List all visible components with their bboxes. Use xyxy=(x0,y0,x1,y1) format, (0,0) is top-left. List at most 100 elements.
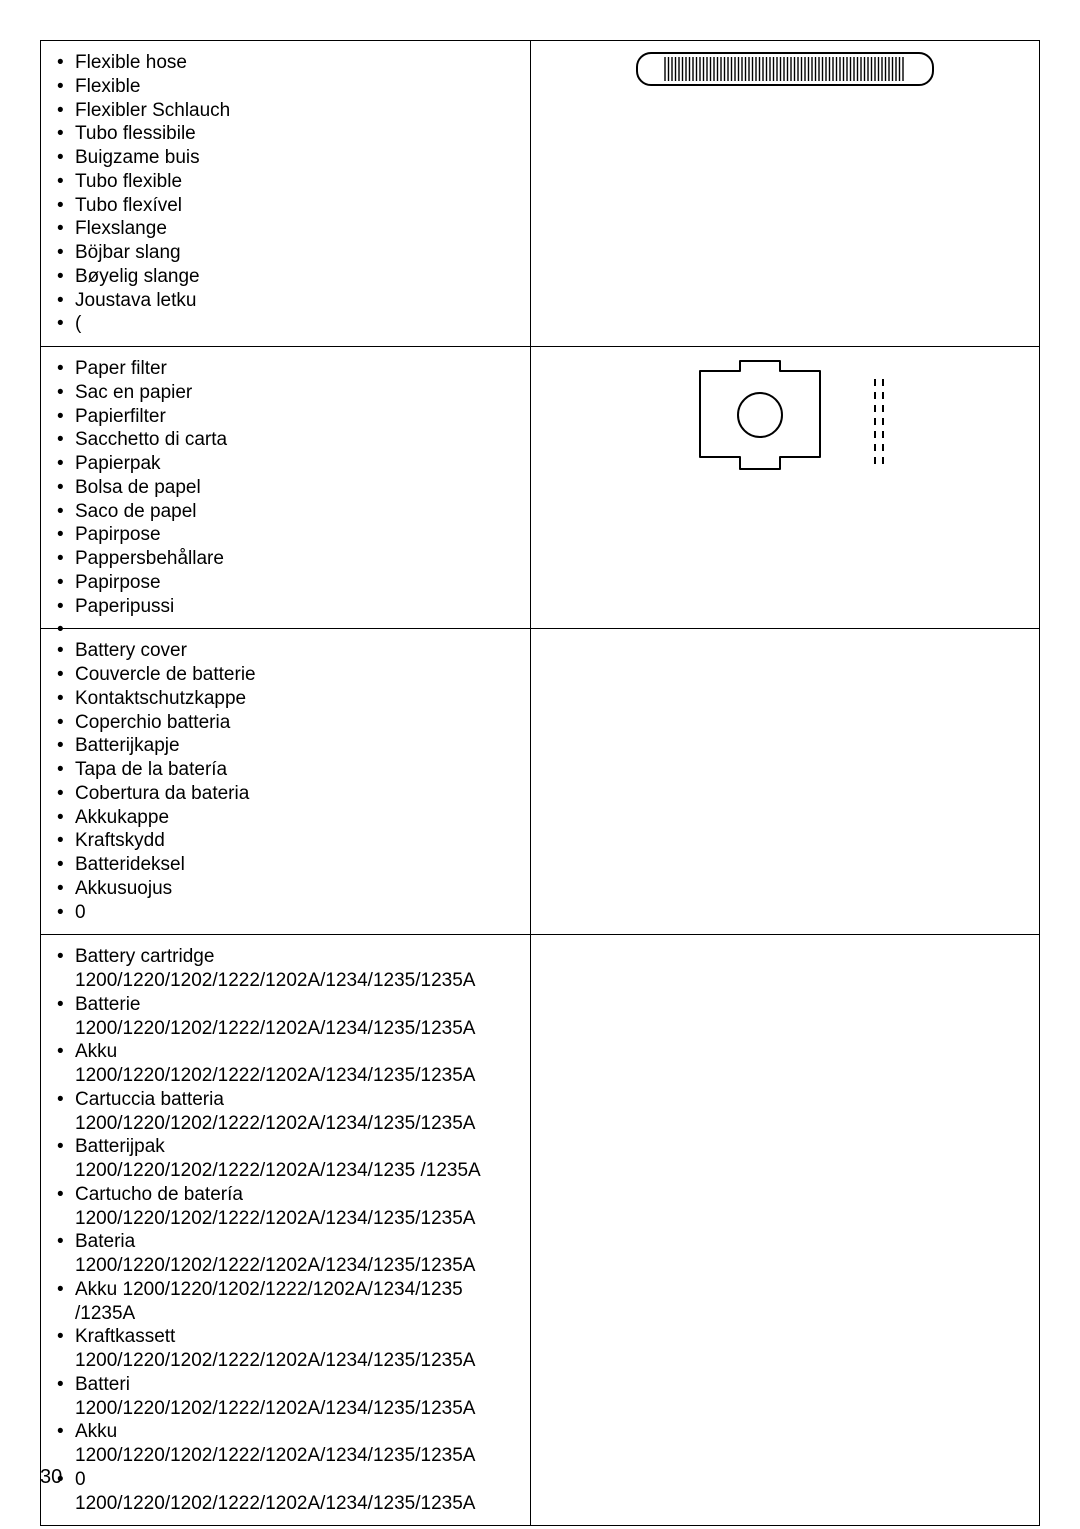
list-item: Saco de papel xyxy=(57,500,518,524)
item-label: Akku 1200/1220/1202/1222/1202A/1234/1235… xyxy=(75,1279,463,1324)
page: Flexible hoseFlexibleFlexibler SchlauchT… xyxy=(0,0,1080,1529)
list-item: Bøyelig slange xyxy=(57,265,518,289)
item-label: Böjbar slang xyxy=(75,242,181,263)
list-item: Batterijpak1200/1220/1202/1222/1202A/123… xyxy=(57,1135,518,1183)
item-label: Flexslange xyxy=(75,218,167,239)
item-label: Bolsa de papel xyxy=(75,477,201,498)
list-item: 01200/1220/1202/1222/1202A/1234/1235/123… xyxy=(57,1468,518,1516)
list-item: 0 xyxy=(57,901,518,925)
list-item: Cartucho de batería1200/1220/1202/1222/1… xyxy=(57,1183,518,1231)
diagram-cell xyxy=(530,41,1040,347)
item-label: Flexible xyxy=(75,76,140,97)
parts-table-body: Flexible hoseFlexibleFlexibler SchlauchT… xyxy=(41,41,1040,1526)
item-label: Tapa de la batería xyxy=(75,759,227,780)
item-label: Saco de papel xyxy=(75,501,197,522)
item-label: Papierpak xyxy=(75,453,161,474)
item-label: Tubo flessibile xyxy=(75,123,196,144)
item-label: Batterie xyxy=(75,994,140,1015)
item-label: Paperipussi xyxy=(75,596,174,617)
list-item: Papierfilter xyxy=(57,405,518,429)
diagram-cell xyxy=(530,629,1040,935)
item-label: Akku 1200/1220/1202/1222/1202A/1234/1235… xyxy=(75,1421,475,1466)
list-item: Papirpose xyxy=(57,523,518,547)
item-subline: 1200/1220/1202/1222/1202A/1234/1235/1235… xyxy=(75,1492,518,1516)
list-item: Paper filter xyxy=(57,357,518,381)
item-subline: 1200/1220/1202/1222/1202A/1234/1235/1235… xyxy=(75,1207,518,1231)
item-label: Kontaktschutzkappe xyxy=(75,688,246,709)
list-item: Tapa de la batería xyxy=(57,758,518,782)
list-item: Joustava letku xyxy=(57,289,518,313)
table-row: Battery cover Couvercle de batterie Kontak… xyxy=(41,629,1040,935)
list-item: Tubo flexível xyxy=(57,194,518,218)
list-item: Buigzame buis xyxy=(57,146,518,170)
item-label: Batterijpak xyxy=(75,1136,165,1157)
list-item: Kraftskydd xyxy=(57,829,518,853)
list-item: Tubo flessibile xyxy=(57,122,518,146)
list-item: Batterideksel xyxy=(57,853,518,877)
item-label: Cobertura da bateria xyxy=(75,783,249,804)
item-label: Papirpose xyxy=(75,524,161,545)
list-item: Akkusuojus xyxy=(57,877,518,901)
item-label: Bøyelig slange xyxy=(75,266,200,287)
item-label: Couvercle de batterie xyxy=(75,664,256,685)
item-label: Paper filter xyxy=(75,358,167,379)
table-row: Paper filterSac en papierPapierfilterSac… xyxy=(41,347,1040,629)
item-label: Sacchetto di carta xyxy=(75,429,227,450)
labels-cell: Battery cover Couvercle de batterie Kontak… xyxy=(41,629,531,935)
item-label: Tubo flexível xyxy=(75,195,182,216)
item-label: Akkukappe xyxy=(75,807,169,828)
item-label: Batterideksel xyxy=(75,854,185,875)
hose-icon xyxy=(635,51,935,87)
list-item: Böjbar slang xyxy=(57,241,518,265)
item-label: Batterijkapje xyxy=(75,735,180,756)
item-label: Flexibler Schlauch xyxy=(75,100,230,121)
list-item: Cartuccia batteria1200/1220/1202/1222/12… xyxy=(57,1088,518,1136)
item-label: Akkusuojus xyxy=(75,878,172,899)
list-item: Akku 1200/1220/1202/1222/1202A/1234/1235… xyxy=(57,1420,518,1468)
item-label: Cartucho de batería xyxy=(75,1184,243,1205)
table-row: Flexible hoseFlexibleFlexibler SchlauchT… xyxy=(41,41,1040,347)
list-item: Batterie1200/1220/1202/1222/1202A/1234/1… xyxy=(57,993,518,1041)
label-list: Flexible hoseFlexibleFlexibler SchlauchT… xyxy=(53,51,518,336)
item-subline: 1200/1220/1202/1222/1202A/1234/1235/1235… xyxy=(75,1397,518,1421)
item-label: Flexible hose xyxy=(75,52,187,73)
item-label: Papierfilter xyxy=(75,406,166,427)
label-list: Paper filterSac en papierPapierfilterSac… xyxy=(53,357,518,618)
list-item: Bolsa de papel xyxy=(57,476,518,500)
list-item: Sacchetto di carta xyxy=(57,428,518,452)
parts-table: Flexible hoseFlexibleFlexibler SchlauchT… xyxy=(40,40,1040,1526)
item-subline: 1200/1220/1202/1222/1202A/1234/1235/1235… xyxy=(75,1112,518,1136)
filter-icon xyxy=(670,357,900,487)
list-item: Flexible hose xyxy=(57,51,518,75)
table-row: Battery cartridge 1200/1220/1202/1222/120… xyxy=(41,935,1040,1526)
item-label: Joustava letku xyxy=(75,290,196,311)
list-item: Coperchio batteria xyxy=(57,711,518,735)
list-item: Flexibler Schlauch xyxy=(57,99,518,123)
item-label: Papirpose xyxy=(75,572,161,593)
item-label: Cartuccia batteria xyxy=(75,1089,224,1110)
list-item: Cobertura da bateria xyxy=(57,782,518,806)
list-item: Tubo flexible xyxy=(57,170,518,194)
list-item: Batteri1200/1220/1202/1222/1202A/1234/12… xyxy=(57,1373,518,1421)
item-label: 0 xyxy=(75,902,86,923)
list-item: Kraftkassett1200/1220/1202/1222/1202A/12… xyxy=(57,1325,518,1373)
item-label: Bateria xyxy=(75,1231,135,1252)
item-label: Tubo flexible xyxy=(75,171,182,192)
list-item: Akku 1200/1220/1202/1222/1202A/1234/1235… xyxy=(57,1040,518,1088)
item-label: Coperchio batteria xyxy=(75,712,230,733)
labels-cell: Paper filterSac en papierPapierfilterSac… xyxy=(41,347,531,629)
list-item: Batterijkapje xyxy=(57,734,518,758)
item-label: Batteri xyxy=(75,1374,130,1395)
item-label: Battery cartridge xyxy=(75,946,214,967)
item-label: Kraftkassett xyxy=(75,1326,175,1347)
list-item: Pappersbehållare xyxy=(57,547,518,571)
item-label: Battery cover xyxy=(75,640,187,661)
item-subline: 1200/1220/1202/1222/1202A/1234/1235 /123… xyxy=(75,1159,518,1183)
list-item: ( xyxy=(57,312,518,336)
list-item: Sac en papier xyxy=(57,381,518,405)
list-item: Akkukappe xyxy=(57,806,518,830)
list-item: Battery cartridge1200/1220/1202/1222/120… xyxy=(57,945,518,993)
label-list: Battery cartridge 1200/1220/1202/1222/120… xyxy=(53,945,518,1515)
item-label: Sac en papier xyxy=(75,382,192,403)
list-item: Paperipussi xyxy=(57,595,518,619)
